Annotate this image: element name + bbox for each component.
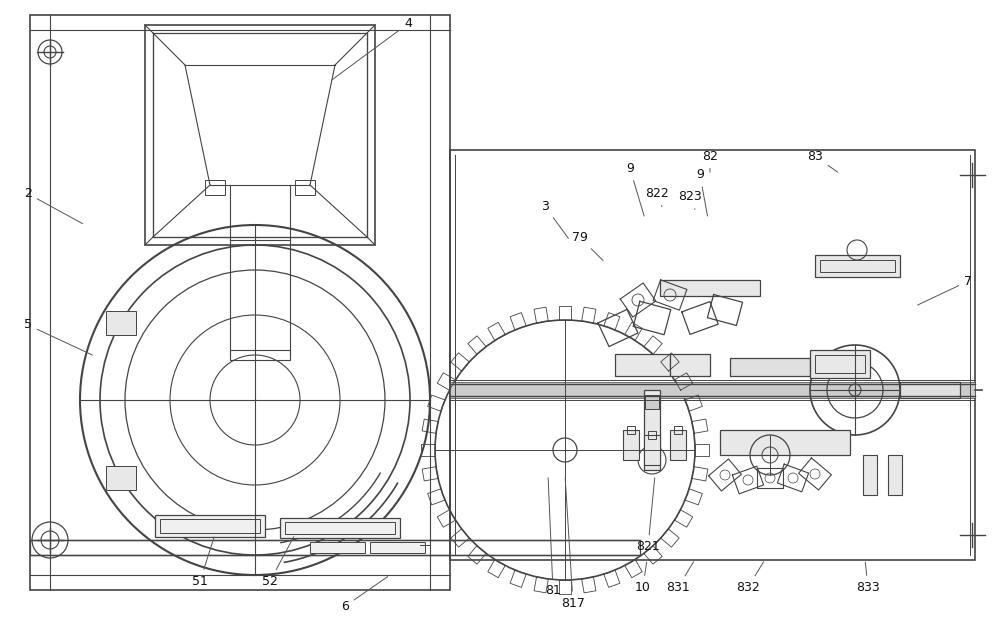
Bar xyxy=(30,15,450,590)
Bar xyxy=(615,354,670,376)
Bar xyxy=(450,150,975,560)
Bar xyxy=(623,430,639,460)
Text: 4: 4 xyxy=(332,18,412,79)
Bar xyxy=(888,455,902,495)
Bar xyxy=(285,522,395,534)
Bar xyxy=(815,255,900,277)
Text: 81: 81 xyxy=(545,478,561,597)
Text: 821: 821 xyxy=(636,478,660,553)
Polygon shape xyxy=(450,382,975,398)
Text: 82: 82 xyxy=(702,150,718,173)
Text: 51: 51 xyxy=(192,537,214,588)
Bar xyxy=(730,358,810,376)
Text: 6: 6 xyxy=(341,577,388,612)
Text: 832: 832 xyxy=(736,562,764,594)
Bar xyxy=(644,390,660,470)
Text: 10: 10 xyxy=(635,562,651,594)
Bar xyxy=(145,25,375,245)
Text: 2: 2 xyxy=(24,188,83,224)
Bar xyxy=(810,350,870,378)
Bar xyxy=(106,466,136,489)
Text: 822: 822 xyxy=(645,188,669,207)
Text: 3: 3 xyxy=(541,200,568,238)
Bar xyxy=(820,260,895,272)
Bar xyxy=(648,431,656,439)
Bar xyxy=(674,426,682,434)
Text: 52: 52 xyxy=(262,537,294,588)
Bar xyxy=(310,542,365,553)
Bar xyxy=(153,33,367,237)
Bar xyxy=(815,355,865,373)
Bar xyxy=(863,455,877,495)
Bar xyxy=(280,518,400,538)
Text: 7: 7 xyxy=(918,275,972,305)
Bar xyxy=(900,382,960,398)
Bar xyxy=(205,180,225,195)
Text: 817: 817 xyxy=(561,478,585,609)
Bar xyxy=(230,350,290,360)
Bar xyxy=(155,515,265,537)
Text: 83: 83 xyxy=(807,150,838,172)
Bar xyxy=(670,354,710,376)
Bar xyxy=(645,395,659,409)
Bar xyxy=(660,280,760,296)
Text: 831: 831 xyxy=(666,562,694,594)
Bar xyxy=(295,180,315,195)
Bar xyxy=(160,519,260,533)
Text: 823: 823 xyxy=(678,191,702,209)
Bar xyxy=(670,430,686,460)
Text: 833: 833 xyxy=(856,562,880,594)
Bar xyxy=(644,435,660,465)
Bar xyxy=(106,311,136,334)
Text: 9: 9 xyxy=(696,169,708,216)
Text: 5: 5 xyxy=(24,319,92,355)
Text: 79: 79 xyxy=(572,231,603,261)
Bar xyxy=(720,430,850,455)
Bar xyxy=(370,542,425,553)
Bar xyxy=(30,540,640,555)
Text: 9: 9 xyxy=(626,162,644,216)
Bar xyxy=(627,426,635,434)
